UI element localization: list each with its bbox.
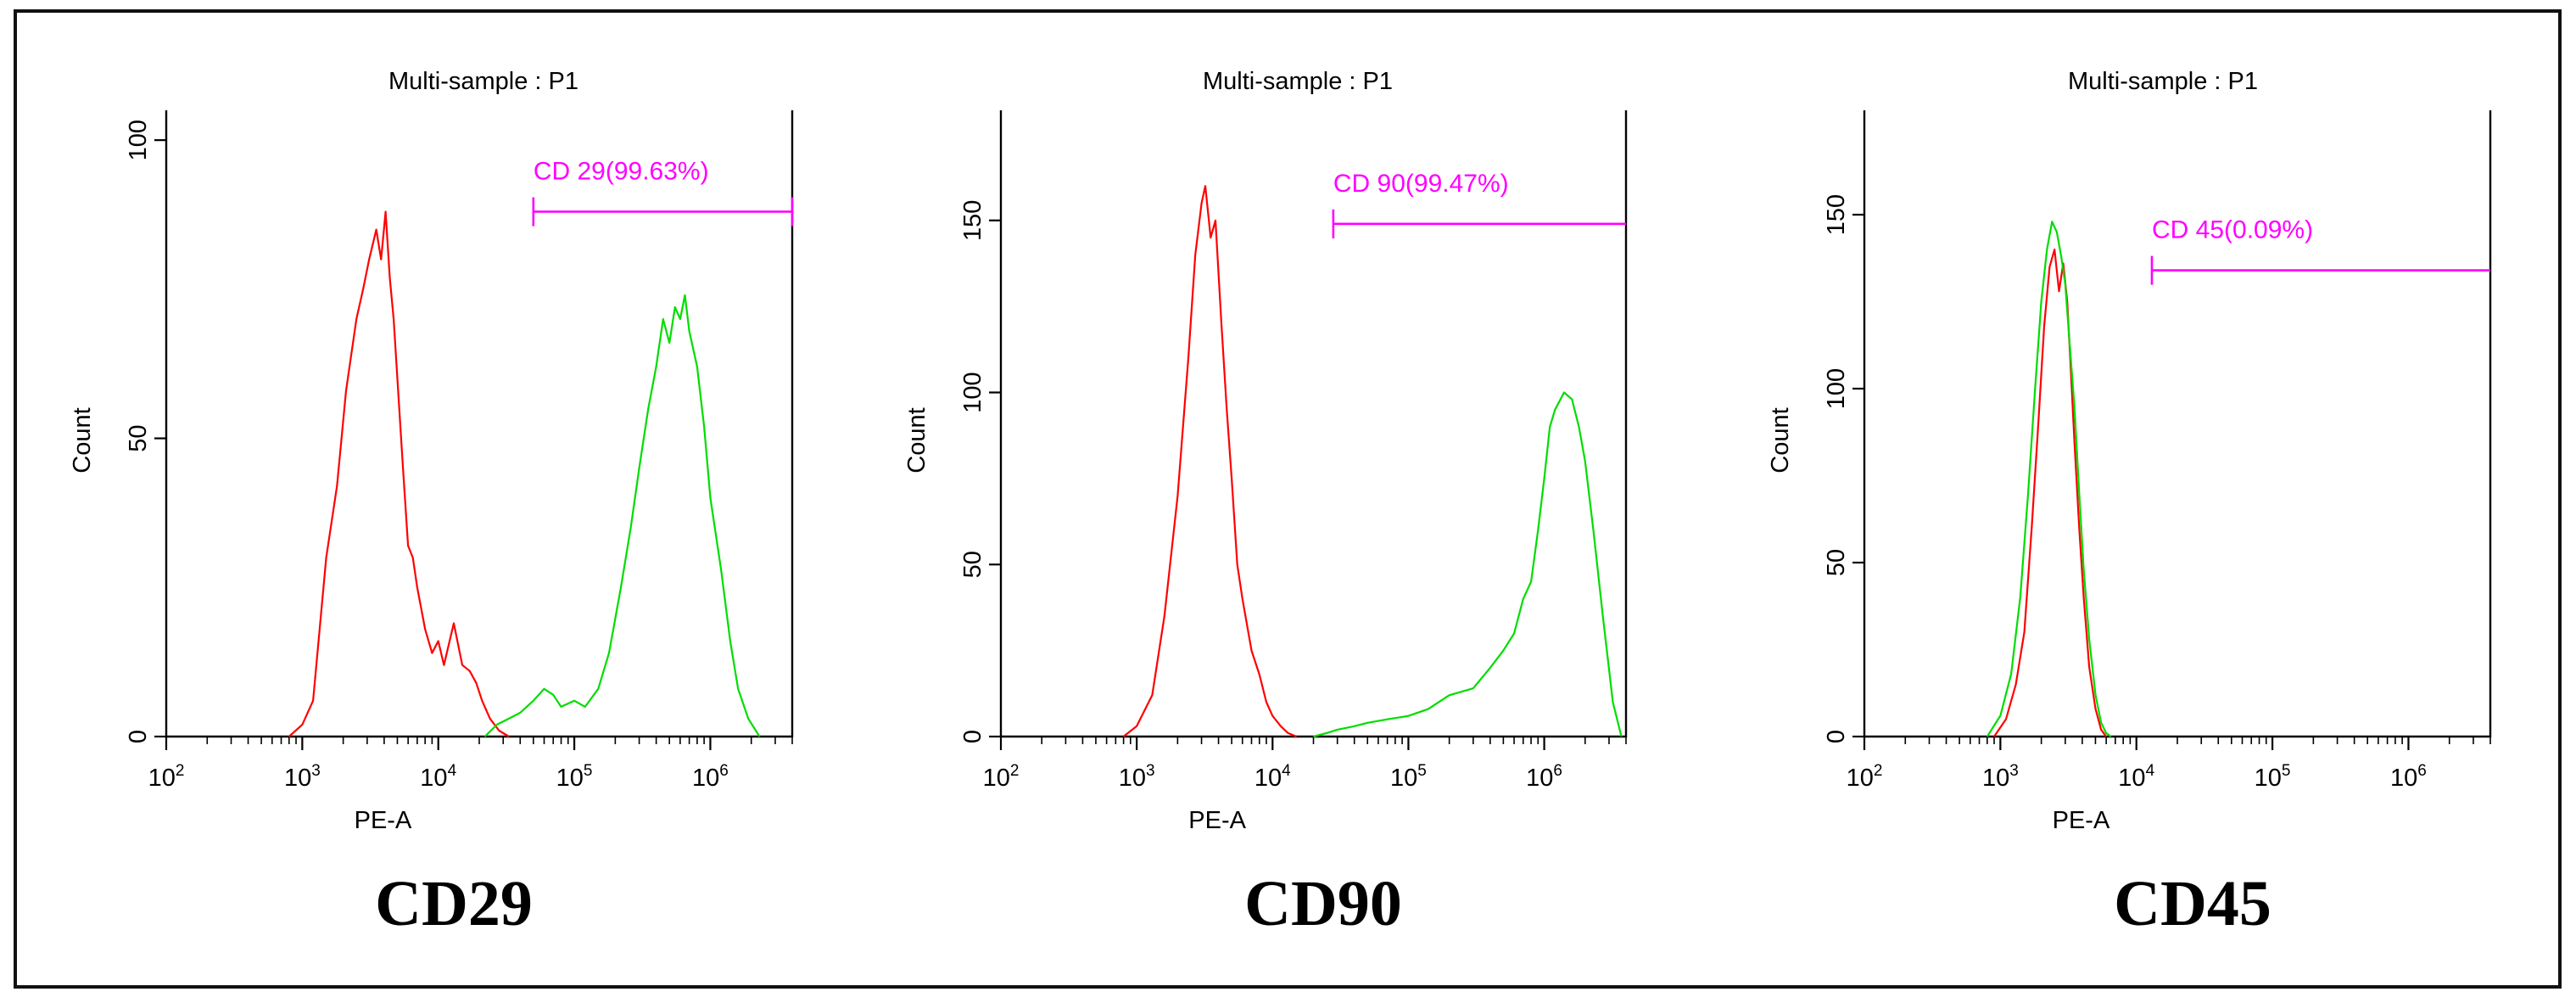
x-axis-title: PE-A	[1188, 807, 1246, 834]
marker-histogram-line	[1986, 221, 2112, 737]
x-tick-label: 104	[420, 762, 456, 792]
x-tick-label: 105	[1390, 762, 1427, 792]
x-tick-label: 105	[556, 762, 593, 792]
x-axis-title: PE-A	[355, 807, 412, 834]
y-tick-label: 150	[1823, 194, 1850, 235]
plot-axes	[999, 110, 1628, 738]
gate-label: CD 45(0.09%)	[2152, 216, 2313, 244]
y-tick-label: 100	[1823, 368, 1850, 409]
x-tick-label: 102	[983, 762, 1020, 792]
y-tick-label: 100	[959, 372, 986, 412]
x-tick-label: 102	[1847, 762, 1883, 792]
panel-title: Multi-sample : P1	[388, 68, 578, 95]
x-tick-label: 103	[1119, 762, 1155, 792]
marker-label: CD29	[375, 868, 533, 939]
marker-histogram-line	[1313, 391, 1623, 738]
plot-axes	[1863, 110, 2492, 738]
x-tick-label: 106	[692, 762, 729, 792]
x-tick-label: 104	[2118, 762, 2154, 792]
marker-label: CD90	[1244, 868, 1402, 939]
y-tick-label: 150	[959, 200, 986, 241]
marker-histogram-line	[483, 294, 761, 737]
x-tick-label: 105	[2255, 762, 2291, 792]
y-tick-label: 50	[125, 424, 152, 451]
y-axis-title: Count	[1767, 407, 1794, 473]
x-tick-label: 106	[1526, 762, 1562, 792]
y-tick-label: 0	[959, 730, 986, 743]
panel-title: Multi-sample : P1	[1203, 68, 1393, 95]
control-histogram-line	[288, 210, 510, 737]
y-tick-label: 0	[125, 730, 152, 743]
figure-border	[14, 9, 2562, 989]
panel-1: Multi-sample : P1 CD29 0 50 100 102 103 104 10…	[69, 68, 794, 939]
y-axis-title: Count	[69, 407, 96, 473]
panel-title: Multi-sample : P1	[2068, 68, 2258, 95]
panel-2: Multi-sample : P1 CD90 0 50 100 150 102 103 10…	[903, 68, 1628, 939]
plot-axes	[165, 110, 794, 738]
gate-label: CD 90(99.47%)	[1333, 170, 1509, 198]
x-tick-label: 104	[1254, 762, 1291, 792]
x-tick-label: 102	[148, 762, 185, 792]
y-tick-label: 0	[1823, 730, 1850, 743]
x-tick-label: 103	[1982, 762, 2019, 792]
control-histogram-line	[1993, 248, 2107, 737]
y-axis-title: Count	[903, 407, 930, 473]
y-tick-label: 50	[959, 551, 986, 578]
gate-label: CD 29(99.63%)	[534, 157, 709, 185]
x-axis-title: PE-A	[2053, 807, 2110, 834]
x-tick-label: 103	[284, 762, 321, 792]
panel-3: Multi-sample : P1 CD45 0 50 100 150 102 103 10…	[1767, 68, 2492, 939]
x-tick-label: 106	[2390, 762, 2427, 792]
control-histogram-line	[1122, 185, 1297, 738]
y-tick-label: 50	[1823, 549, 1850, 576]
marker-label: CD45	[2114, 868, 2271, 939]
y-tick-label: 100	[125, 120, 152, 160]
